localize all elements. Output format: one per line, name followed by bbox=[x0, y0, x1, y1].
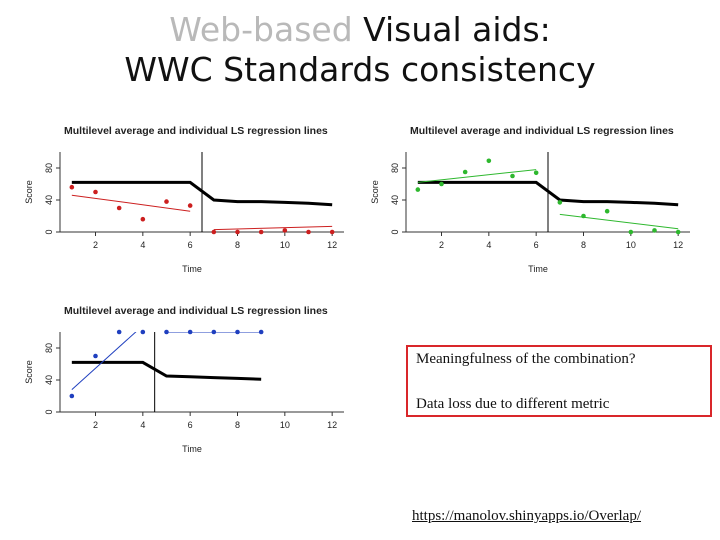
chart-3-ytick-label-80: 80 bbox=[44, 343, 54, 353]
chart-1-xtick-label-6: 6 bbox=[188, 240, 193, 250]
chart-1-regression-line-1 bbox=[71, 194, 191, 212]
chart-2-point-11 bbox=[652, 228, 657, 233]
chart-1-xtick-label-12: 12 bbox=[327, 240, 337, 250]
title-visual-aids: Visual aids: bbox=[352, 10, 551, 49]
chart-1-point-4 bbox=[140, 216, 146, 222]
chart-1-ytick-label-40: 40 bbox=[44, 195, 54, 205]
chart-1-title: Multilevel average and individual LS reg… bbox=[64, 125, 328, 137]
chart-2-ylabel: Score bbox=[370, 180, 380, 204]
chart-3-point-7 bbox=[211, 329, 217, 335]
chart-1-xtick-label-8: 8 bbox=[235, 240, 240, 250]
callout-question: Meaningfulness of the combination? bbox=[416, 351, 636, 367]
chart-1-ytick-label-0: 0 bbox=[44, 229, 54, 234]
chart-2-point-12 bbox=[675, 229, 681, 235]
chart-2-xtick-label-10: 10 bbox=[626, 240, 636, 250]
chart-3-ylabel: Score bbox=[24, 360, 34, 384]
chart-2-point-10 bbox=[628, 229, 634, 235]
chart-2-point-5 bbox=[510, 173, 515, 179]
chart-3-point-4 bbox=[140, 329, 146, 335]
chart-3-xlabel: Time bbox=[182, 444, 202, 454]
chart-3-point-3 bbox=[116, 329, 122, 335]
title-web-based: Web-based bbox=[169, 10, 353, 49]
chart-3-title: Multilevel average and individual LS reg… bbox=[64, 305, 328, 317]
chart-1-xtick-label-4: 4 bbox=[140, 240, 145, 250]
chart-1-point-5 bbox=[164, 199, 169, 204]
chart-2-xtick-label-4: 4 bbox=[486, 240, 491, 250]
chart-3-xtick-label-2: 2 bbox=[93, 420, 98, 430]
chart-1-point-7 bbox=[211, 229, 217, 235]
chart-1-point-8 bbox=[235, 229, 240, 235]
chart-3-point-8 bbox=[235, 329, 240, 335]
chart-1-ytick-label-80: 80 bbox=[44, 163, 54, 173]
chart-2-xlabel: Time bbox=[528, 264, 548, 274]
chart-2-xtick-label-8: 8 bbox=[581, 240, 586, 250]
chart-1-point-2 bbox=[93, 189, 98, 195]
chart-2-point-7 bbox=[557, 200, 563, 205]
title-line-1: Web-based Visual aids: bbox=[0, 10, 720, 50]
slide-title: Web-based Visual aids: WWC Standards con… bbox=[0, 10, 720, 90]
chart-2-green: Multilevel average and individual LS reg… bbox=[370, 125, 690, 274]
chart-3-point-5 bbox=[164, 329, 169, 335]
chart-3-point-9 bbox=[258, 329, 264, 335]
chart-2-ytick-label-0: 0 bbox=[390, 229, 400, 234]
chart-2-plot-area bbox=[417, 169, 679, 230]
chart-2-title: Multilevel average and individual LS reg… bbox=[410, 125, 674, 137]
chart-1-ylabel: Score bbox=[24, 180, 34, 204]
chart-1-point-12 bbox=[329, 229, 335, 235]
chart-3-point-2 bbox=[93, 353, 98, 359]
chart-1-point-6 bbox=[187, 203, 193, 208]
chart-2-regression-line-1 bbox=[417, 169, 537, 183]
chart-2-regression-line-2 bbox=[559, 213, 679, 230]
shiny-app-link[interactable]: https://manolov.shinyapps.io/Overlap/ bbox=[412, 508, 642, 524]
chart-2-point-4 bbox=[486, 158, 492, 164]
chart-1-point-3 bbox=[116, 205, 122, 211]
chart-1-average-line bbox=[71, 180, 333, 207]
chart-3-regression-line-1 bbox=[71, 332, 137, 390]
chart-2-point-8 bbox=[581, 213, 586, 219]
title-line-2: WWC Standards consistency bbox=[124, 50, 596, 89]
chart-2-xtick-label-2: 2 bbox=[439, 240, 444, 250]
chart-2-point-9 bbox=[604, 208, 610, 214]
chart-3-point-1 bbox=[69, 393, 75, 399]
chart-1-point-11 bbox=[306, 229, 311, 235]
chart-1-plot-area bbox=[71, 180, 333, 231]
chart-1-xtick-label-2: 2 bbox=[93, 240, 98, 250]
chart-2-point-3 bbox=[462, 169, 468, 175]
chart-3-plot-area bbox=[71, 332, 262, 390]
chart-2-point-6 bbox=[533, 170, 539, 176]
chart-2-point-2 bbox=[439, 181, 444, 187]
chart-1-point-9 bbox=[258, 229, 264, 235]
chart-3-ytick-label-40: 40 bbox=[44, 375, 54, 385]
chart-1-point-10 bbox=[282, 228, 288, 233]
chart-1-point-1 bbox=[69, 184, 75, 190]
callout-box: Meaningfulness of the combination? Data … bbox=[406, 345, 712, 417]
chart-3-blue: Multilevel average and individual LS reg… bbox=[24, 305, 344, 454]
chart-1-red: Multilevel average and individual LS reg… bbox=[24, 125, 344, 274]
callout-data-loss: Data loss due to different metric bbox=[416, 396, 610, 412]
chart-2-point-1 bbox=[415, 187, 421, 192]
chart-2-xtick-label-6: 6 bbox=[534, 240, 539, 250]
chart-3-xtick-label-12: 12 bbox=[327, 420, 337, 430]
chart-2-ytick-label-80: 80 bbox=[390, 163, 400, 173]
chart-2-ytick-label-40: 40 bbox=[390, 195, 400, 205]
chart-1-xlabel: Time bbox=[182, 264, 202, 274]
chart-2-average-line bbox=[417, 180, 679, 207]
chart-2-xtick-label-12: 12 bbox=[673, 240, 683, 250]
chart-3-xtick-label-6: 6 bbox=[188, 420, 193, 430]
chart-3-xtick-label-4: 4 bbox=[140, 420, 145, 430]
chart-3-xtick-label-10: 10 bbox=[280, 420, 290, 430]
chart-1-xtick-label-10: 10 bbox=[280, 240, 290, 250]
chart-3-point-6 bbox=[187, 329, 193, 335]
chart-3-ytick-label-0: 0 bbox=[44, 409, 54, 414]
chart-3-average-line bbox=[71, 360, 262, 381]
chart-1-regression-line-2 bbox=[213, 225, 333, 231]
chart-3-xtick-label-8: 8 bbox=[235, 420, 240, 430]
